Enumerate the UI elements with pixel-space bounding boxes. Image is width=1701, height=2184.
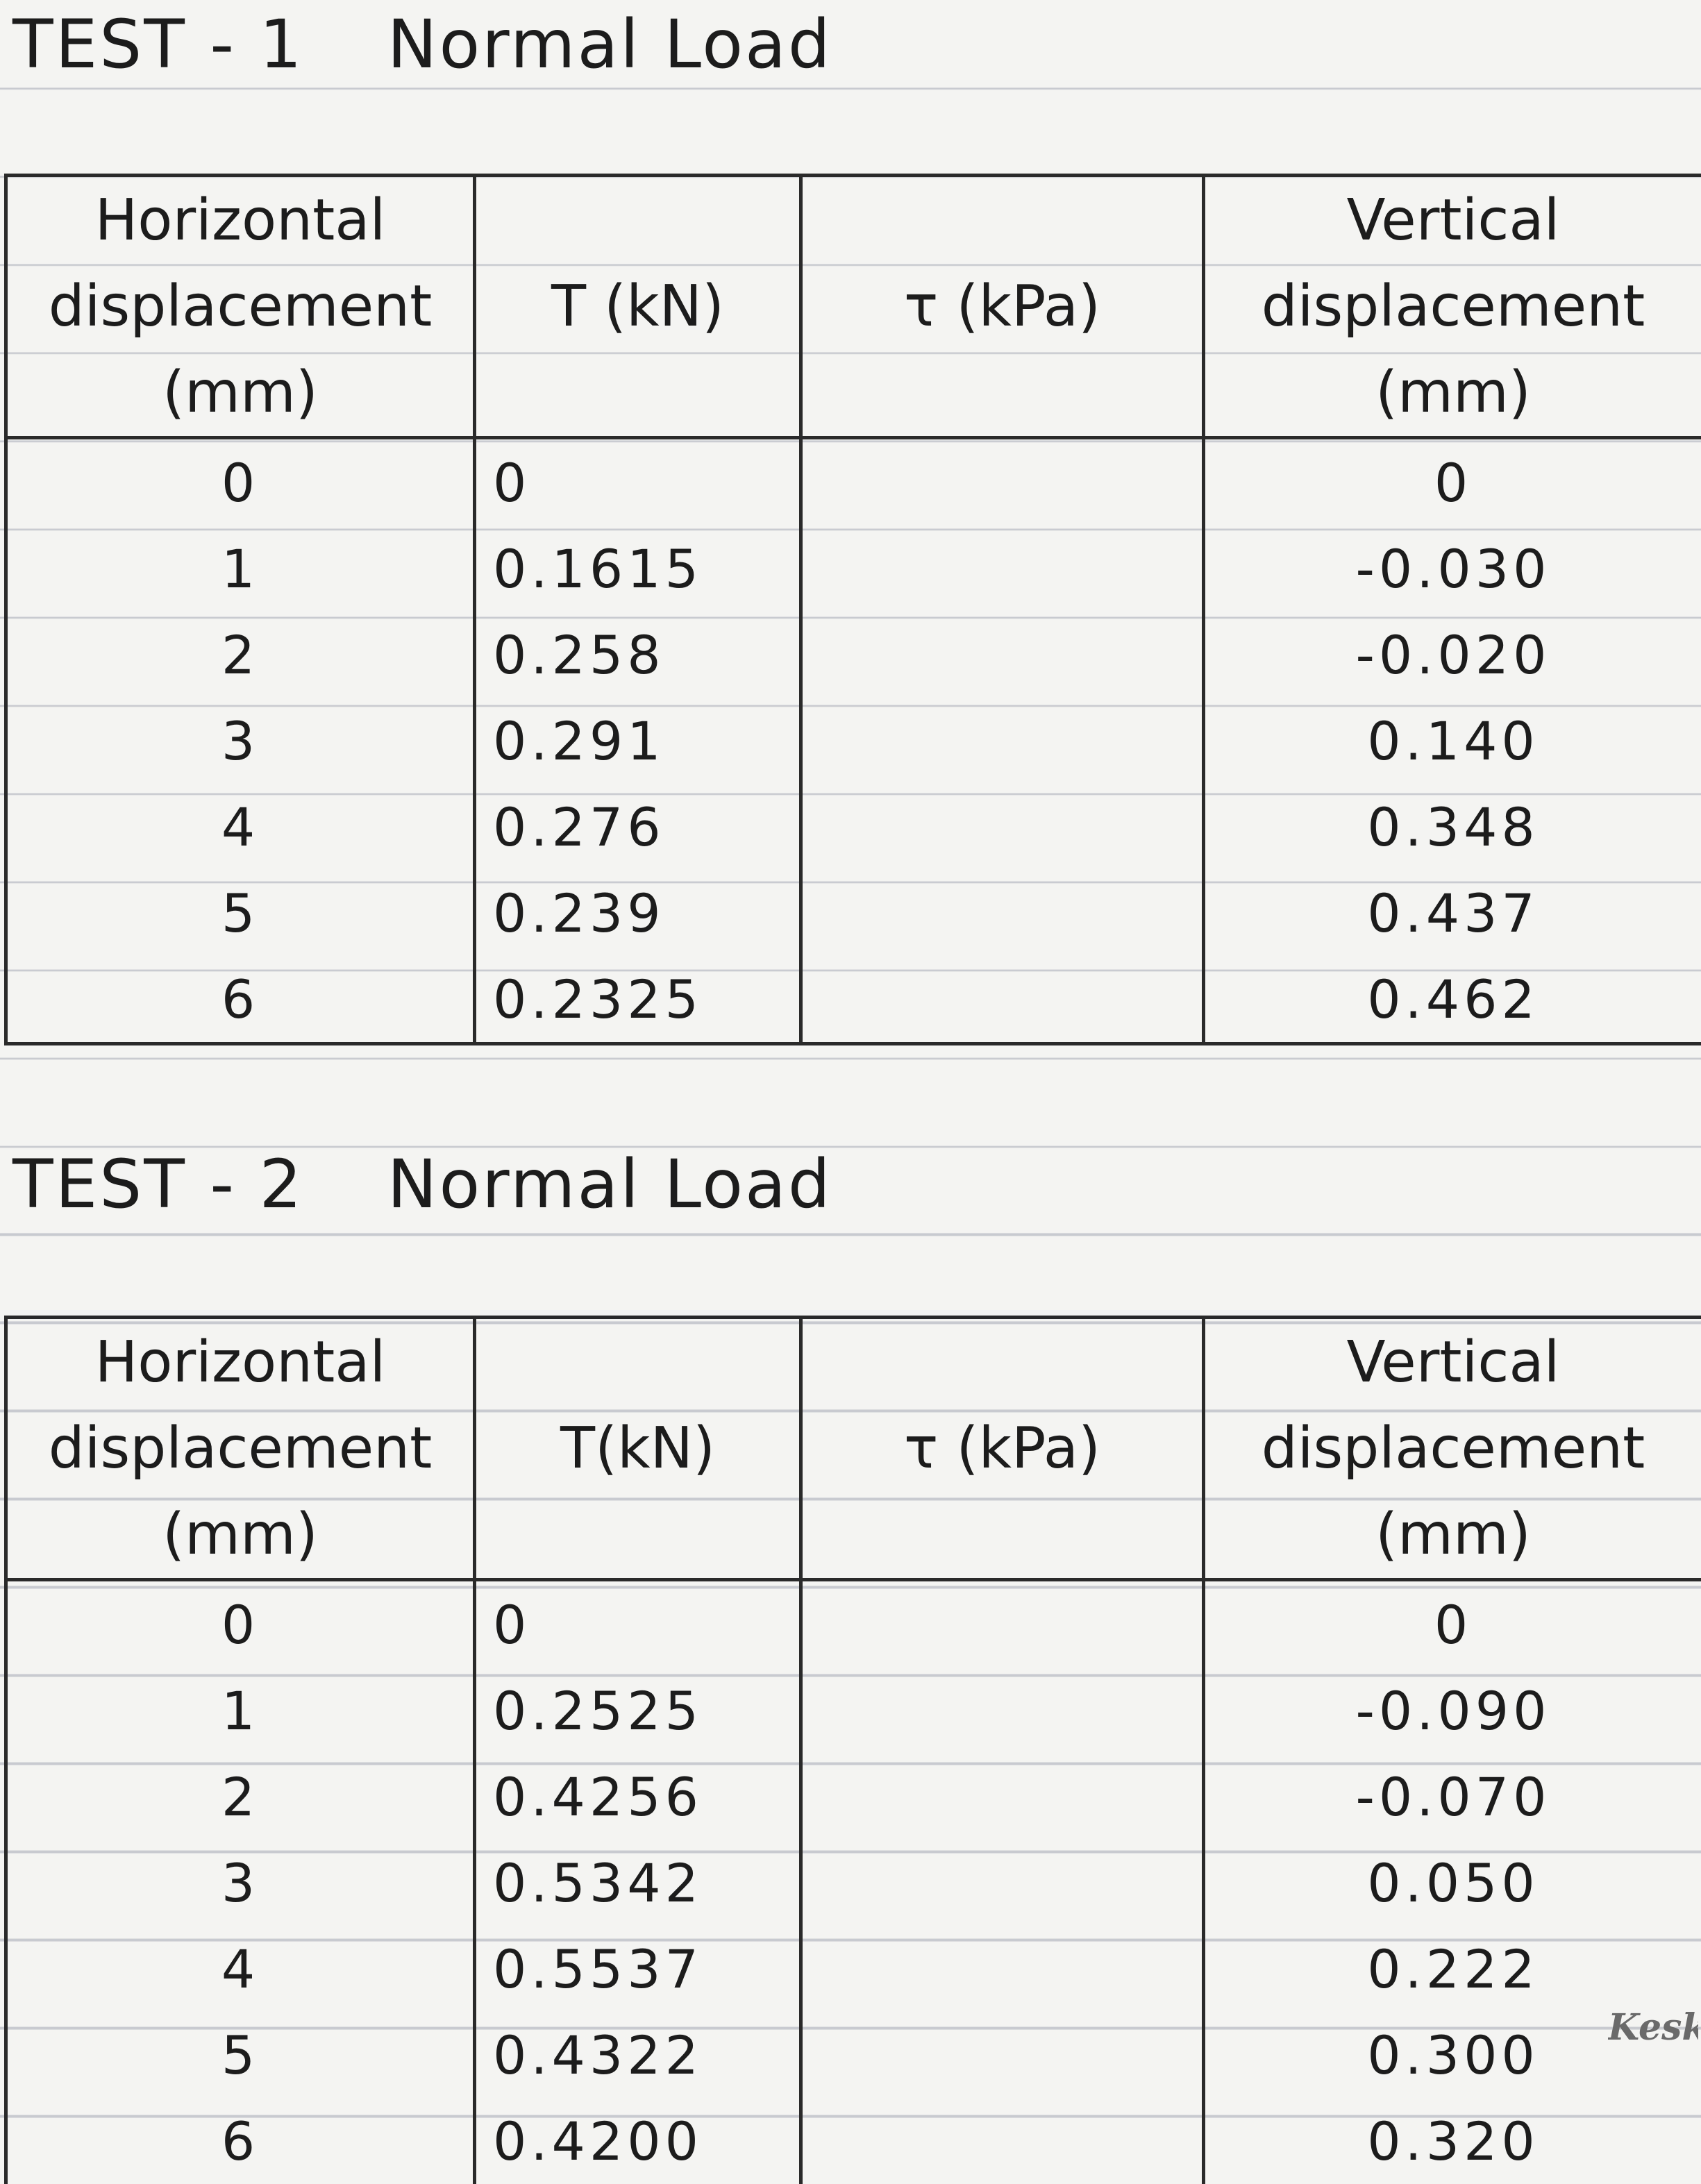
- test-1-header-row: Horizontal displacement (mm) T (kN) τ (k…: [4, 177, 1701, 439]
- test-2-label: TEST - 2: [12, 1145, 304, 1223]
- cell-vertical: -0.070: [1355, 1765, 1551, 1828]
- cell-t: 0.4256: [476, 1754, 803, 1840]
- header-horizontal-displacement: Horizontal displacement (mm): [4, 177, 476, 439]
- cell-horizontal: 3: [4, 1840, 476, 1926]
- cell-vertical: 0: [1434, 451, 1473, 514]
- cell-tau: [803, 1840, 1205, 1926]
- cell-tau: [803, 2098, 1205, 2184]
- table-row: 6 0.2325 0.462: [4, 956, 1701, 1042]
- cell-vertical: 0.437: [1367, 882, 1539, 944]
- cell-tau: [803, 1581, 1205, 1668]
- table-row: 0 0 0: [4, 439, 1701, 526]
- table-row: 3 0.291 0.140: [4, 698, 1701, 784]
- test-2-table: Horizontal displacement (mm) T(kN) τ (kP…: [4, 1316, 1701, 2184]
- test-1-label: TEST - 1: [12, 6, 304, 83]
- test-2-heading: TEST - 2 Normal Load: [12, 1145, 832, 1223]
- header-tau-kpa: τ (kPa): [803, 1319, 1205, 1581]
- cell-horizontal: 5: [4, 2012, 476, 2098]
- cell-horizontal: 2: [4, 612, 476, 698]
- cell-t: 0: [476, 439, 803, 526]
- cell-vertical: -0.020: [1355, 623, 1551, 686]
- header-vertical-displacement: Vertical displacement (mm): [1205, 1319, 1701, 1581]
- cell-horizontal: 3: [4, 698, 476, 784]
- cell-t: 0.5342: [476, 1840, 803, 1926]
- cell-vertical: 0.140: [1367, 709, 1539, 772]
- cell-horizontal: 6: [4, 2098, 476, 2184]
- cell-vertical: 0.320: [1367, 2110, 1539, 2172]
- table-row: 0 0 0: [4, 1581, 1701, 1668]
- cell-horizontal: 1: [4, 1668, 476, 1754]
- table-row: 5 0.4322 0.300: [4, 2012, 1701, 2098]
- table-row: 6 0.4200 0.320: [4, 2098, 1701, 2184]
- cell-tau: [803, 870, 1205, 956]
- cell-tau: [803, 2012, 1205, 2098]
- header-t-kn: T(kN): [476, 1319, 803, 1581]
- cell-horizontal: 0: [4, 1581, 476, 1668]
- cell-tau: [803, 526, 1205, 612]
- table-bottom-rule: [4, 1042, 1701, 1045]
- cell-vertical: 0.348: [1367, 796, 1539, 858]
- cell-horizontal: 6: [4, 956, 476, 1042]
- cell-t: 0.1615: [476, 526, 803, 612]
- table-row: 1 0.1615 -0.030: [4, 526, 1701, 612]
- cell-t: 0.291: [476, 698, 803, 784]
- cell-vertical: 0.222: [1367, 1938, 1539, 2000]
- table-row: 5 0.239 0.437: [4, 870, 1701, 956]
- cell-t: 0.2325: [476, 956, 803, 1042]
- cell-t: 0: [476, 1581, 803, 1668]
- cell-horizontal: 4: [4, 784, 476, 870]
- cell-t: 0.239: [476, 870, 803, 956]
- header-vertical-displacement: Vertical displacement (mm): [1205, 177, 1701, 439]
- cell-tau: [803, 784, 1205, 870]
- table-row: 3 0.5342 0.050: [4, 1840, 1701, 1926]
- cell-tau: [803, 1926, 1205, 2012]
- header-tau-kpa: τ (kPa): [803, 177, 1205, 439]
- cell-t: 0.276: [476, 784, 803, 870]
- cell-horizontal: 0: [4, 439, 476, 526]
- cell-t: 0.258: [476, 612, 803, 698]
- cell-t: 0.2525: [476, 1668, 803, 1754]
- table-row: 4 0.276 0.348: [4, 784, 1701, 870]
- cell-vertical: -0.090: [1355, 1679, 1551, 1742]
- table-row: 2 0.258 -0.020: [4, 612, 1701, 698]
- cell-tau: [803, 1668, 1205, 1754]
- table-row: 4 0.5537 0.222: [4, 1926, 1701, 2012]
- cell-tau: [803, 439, 1205, 526]
- test-1-table: Horizontal displacement (mm) T (kN) τ (k…: [4, 174, 1701, 1045]
- cell-tau: [803, 1754, 1205, 1840]
- header-horizontal-displacement: Horizontal displacement (mm): [4, 1319, 476, 1581]
- cell-horizontal: 5: [4, 870, 476, 956]
- test-1-load-label: Normal Load: [387, 6, 832, 83]
- cell-horizontal: 1: [4, 526, 476, 612]
- cell-t: 0.4322: [476, 2012, 803, 2098]
- cell-t: 0.5537: [476, 1926, 803, 2012]
- cell-vertical: 0.462: [1367, 968, 1539, 1030]
- cell-t: 0.4200: [476, 2098, 803, 2184]
- table-row: 2 0.4256 -0.070: [4, 1754, 1701, 1840]
- test-1-heading: TEST - 1 Normal Load: [12, 6, 832, 83]
- header-t-kn: T (kN): [476, 177, 803, 439]
- cell-vertical: 0: [1434, 1593, 1473, 1656]
- cell-vertical: -0.030: [1355, 537, 1551, 600]
- test-2-header-row: Horizontal displacement (mm) T(kN) τ (kP…: [4, 1319, 1701, 1581]
- cell-horizontal: 4: [4, 1926, 476, 2012]
- test-2-load-label: Normal Load: [387, 1145, 832, 1223]
- notebook-brand-watermark: Keski: [1608, 2006, 1698, 2049]
- cell-horizontal: 2: [4, 1754, 476, 1840]
- cell-tau: [803, 612, 1205, 698]
- table-row: 1 0.2525 -0.090: [4, 1668, 1701, 1754]
- cell-tau: [803, 698, 1205, 784]
- cell-vertical: 0.300: [1367, 2024, 1539, 2086]
- cell-tau: [803, 956, 1205, 1042]
- cell-vertical: 0.050: [1367, 1851, 1539, 1914]
